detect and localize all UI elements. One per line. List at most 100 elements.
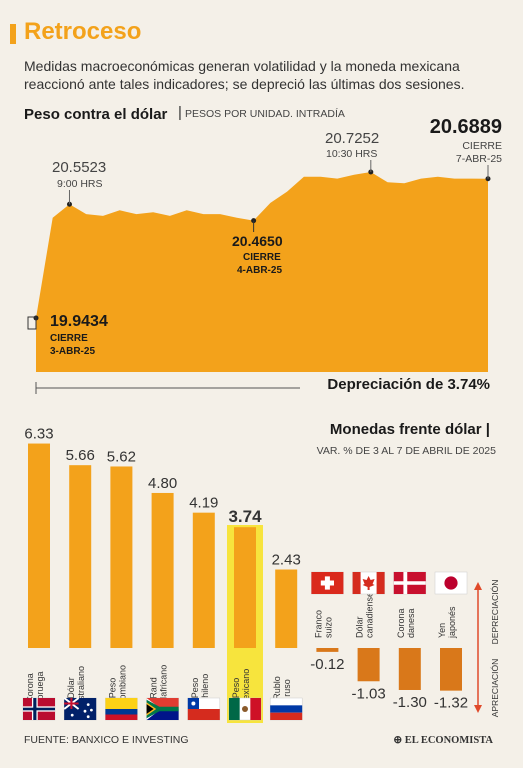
flag-part (146, 699, 179, 719)
area-chart-subtitle: PESOS POR UNIDAD. INTRADÍA (185, 108, 345, 120)
bar-11 (440, 648, 462, 691)
category-label-line: danesa (406, 608, 416, 638)
flag-star (83, 709, 87, 713)
flag-norway (22, 697, 56, 721)
category-label: Yen japonés (437, 606, 457, 639)
category-label: Peso mexicano (231, 669, 251, 708)
flag-part (146, 704, 154, 714)
category-label-line: japonés (447, 606, 457, 639)
flag-star (86, 703, 90, 706)
flag-star (86, 715, 90, 719)
category-label-line: noruega (35, 671, 45, 704)
annotation-label: CIERRE (50, 333, 88, 344)
annotation-value: 20.4650 (232, 233, 283, 249)
category-label-line: ruso (282, 679, 292, 697)
category-label: Peso colombiano (107, 665, 127, 711)
bar-1 (28, 443, 50, 648)
annotation-label: CIERRE (243, 252, 281, 263)
category-label: Dólar australiano (66, 666, 86, 710)
axis-label-text: DEPRECIACIÓN (490, 580, 500, 645)
flag-canada (352, 571, 385, 595)
arrow-down-icon (474, 705, 482, 713)
data-label: 3.74 (228, 507, 262, 526)
category-label-line: Dólar (355, 616, 365, 638)
category-label-line: Rand (149, 677, 159, 699)
category-label-line: Franco (313, 610, 323, 638)
data-label: -1.32 (434, 695, 468, 712)
bar-5 (192, 512, 215, 648)
axis-label-text: APRECIACIÓN (490, 659, 500, 718)
flag-mexico (228, 697, 262, 721)
category-label-line: australiano (76, 666, 86, 710)
flag-sun (444, 576, 458, 590)
category-label: Franco suizo (313, 610, 333, 638)
depreciation-note: Depreciación de 3.74% (327, 376, 490, 393)
annotation-value: 20.6889 (430, 116, 502, 138)
flag-part (105, 709, 138, 715)
flag-part (320, 580, 334, 586)
axis-label-negative: APRECIACIÓN (490, 659, 500, 718)
flag-part (105, 714, 138, 720)
data-label: 2.43 (272, 552, 301, 569)
annotation-date: 3-ABR-25 (50, 346, 95, 357)
bar-8 (316, 648, 339, 652)
category-label-line: suizo (323, 617, 333, 638)
category-label: Peso chileno (190, 674, 210, 703)
annotation-value: 20.5523 (52, 159, 106, 176)
category-label: Corona danesa (396, 608, 416, 638)
flag-part (105, 698, 138, 709)
category-label-line: canadiense (365, 592, 375, 638)
flag-part (187, 709, 220, 720)
source-note: FUENTE: BANXICO E INVESTING (24, 734, 189, 746)
category-label: Rand sudafricano (149, 665, 169, 712)
flag-chile (187, 697, 221, 721)
data-label: 5.62 (107, 448, 136, 465)
bar-chart-subtitle: VAR. % DE 3 AL 7 DE ABRIL DE 2025 (316, 445, 496, 457)
flag-part (250, 698, 261, 720)
flag-part (23, 707, 55, 711)
category-label-line: Corona (396, 608, 406, 638)
category-label-line: Yen (437, 623, 447, 638)
flag-denmark (393, 571, 427, 595)
category-label-line: Rublo (272, 676, 282, 700)
flag-part (376, 572, 385, 594)
title-separator: | (178, 104, 182, 121)
flag-russia (269, 697, 303, 721)
category-label-line: Corona (25, 673, 35, 703)
category-label-line: Peso (107, 678, 117, 699)
area-chart: 19.9434 CIERRE 3-ABR-25 20.5523 9:00 HRS 20.4… (27, 116, 502, 394)
bar-9 (357, 648, 380, 682)
category-label-line: Peso (231, 678, 241, 699)
annotation-label: CIERRE (462, 140, 502, 152)
flag-part (270, 705, 303, 713)
page-title: Retroceso (24, 18, 142, 45)
axis-label-positive: DEPRECIACIÓN (490, 580, 500, 645)
flag-switzerland (311, 571, 344, 595)
area-chart-title: Peso contra el dólar (24, 106, 168, 123)
bar-chart-title: Monedas frente dólar | (329, 421, 490, 438)
flag-star (70, 713, 74, 717)
flag-emblem (242, 706, 248, 712)
flag-south-africa (146, 697, 179, 721)
area-series-peso (36, 172, 488, 372)
annotation-value: 20.7252 (325, 130, 379, 147)
data-label: -0.12 (310, 656, 344, 673)
flag-part (352, 572, 361, 594)
bar-10 (398, 648, 421, 690)
flag-part (270, 712, 303, 720)
category-label: Corona noruega (25, 671, 45, 704)
flag-part (146, 709, 179, 720)
category-label-line: Peso (190, 678, 200, 699)
annotation-date: 4-ABR-25 (237, 265, 282, 276)
category-label: Dólar canadiense (355, 592, 375, 638)
flag-japan (434, 571, 468, 595)
data-label: 6.33 (24, 426, 53, 443)
data-label: -1.30 (393, 694, 427, 711)
flag-part (146, 698, 179, 709)
bar-7 (275, 569, 298, 648)
flag-star (191, 701, 196, 706)
category-label-line: chileno (200, 674, 210, 703)
flag-part (393, 581, 426, 585)
